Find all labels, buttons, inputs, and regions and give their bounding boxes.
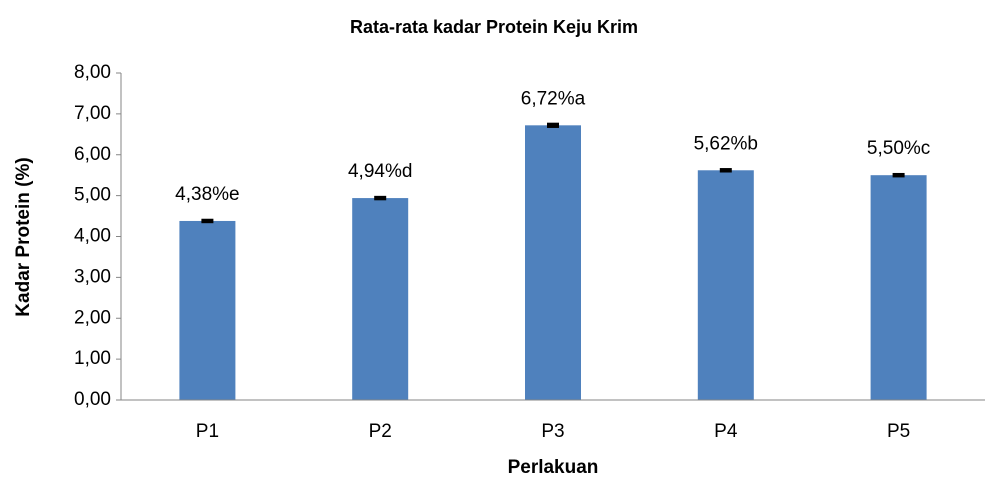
value-label: 4,94%d [348,161,412,182]
x-tick-label: P1 [196,421,219,442]
y-tick-label: 5,00 [74,185,111,206]
y-tick-label: 6,00 [74,144,111,165]
error-cap [892,172,905,178]
bar [179,220,236,400]
error-cap [201,218,214,224]
error-cap [719,168,732,173]
chart-title: Rata-rata kadar Protein Keju Krim [350,17,638,37]
y-tick-label: 7,00 [74,103,111,124]
bar [697,170,754,400]
bar [525,125,581,400]
y-tick-label: 3,00 [74,266,111,287]
x-axis-label: Perlakuan [508,457,599,478]
x-tick-label: P2 [369,421,392,442]
error-cap [547,122,559,128]
bar [870,175,927,400]
value-label: 5,62%b [694,133,758,154]
y-axis-label: Kadar Protein (%) [13,157,34,316]
bar [352,198,409,400]
y-tick-label: 8,00 [74,62,111,83]
value-label: 4,38%e [175,184,239,205]
x-tick-label: P4 [714,421,738,442]
value-label: 5,50%c [867,138,930,159]
x-tick-label: P5 [887,421,910,442]
error-cap [374,195,387,201]
y-tick-label: 1,00 [74,348,111,369]
value-label: 6,72%a [521,88,586,109]
y-tick-label: 4,00 [74,226,111,247]
y-tick-label: 2,00 [74,307,111,328]
x-tick-label: P3 [541,421,564,442]
y-tick-label: 0,00 [74,389,111,410]
